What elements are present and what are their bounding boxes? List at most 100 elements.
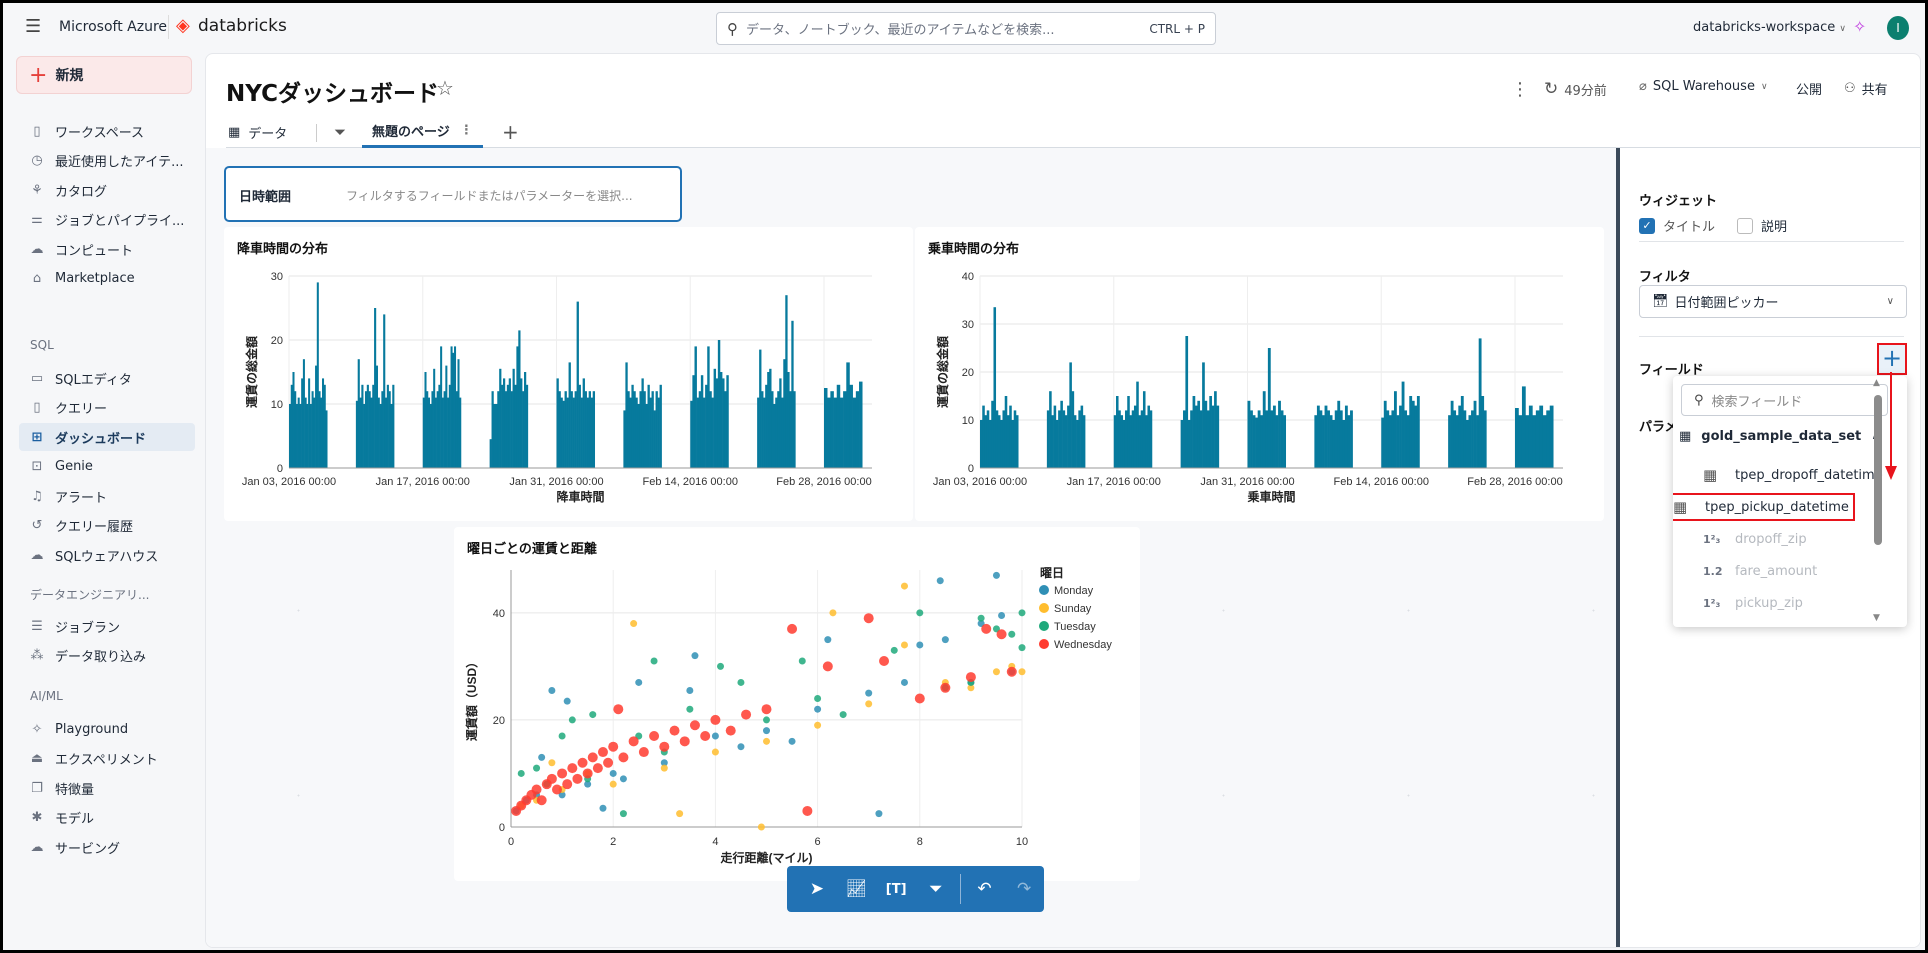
sidebar-item[interactable]: ⏏ エクスペリメント	[19, 745, 195, 773]
sidebar-item[interactable]: ❐ 特徴量	[19, 774, 195, 802]
sidebar-item[interactable]: ✧ Playground	[19, 715, 195, 743]
field-item[interactable]: ▦ tpep_dropoff_datetime	[1703, 461, 1883, 489]
select-cursor-icon[interactable]: ➤	[809, 879, 824, 899]
sidebar-item[interactable]: ▯ ワークスペース	[19, 117, 195, 145]
bar	[1262, 391, 1266, 468]
date-range-filter-widget[interactable]: 日時範囲 フィルタするフィールドまたはパラメーターを選択...	[224, 166, 682, 222]
bar	[1399, 405, 1402, 468]
sidebar-item[interactable]: ☁ コンピュート	[19, 235, 195, 263]
fare-distance-scatter-widget[interactable]: 曜日ごとの運賃と距離 0 20 40 0 2 4 6 8 10 走行距離(マイル) 運賃額（USD）…	[454, 527, 1140, 881]
filter-type-select[interactable]: 📅︎ 日付範囲ピッカー ∨	[1639, 285, 1907, 318]
more-menu-icon[interactable]: ⋮	[1511, 79, 1529, 100]
sidebar-item[interactable]: ⚌ ジョブとパイプライ...	[19, 206, 195, 234]
sidebar-item[interactable]: ☁ SQLウェアハウス	[19, 541, 195, 569]
sidebar-item[interactable]: ⚘ カタログ	[19, 176, 195, 204]
sidebar-item[interactable]: ⌂ Marketplace	[19, 265, 195, 293]
favorite-star-icon[interactable]: ☆	[436, 76, 454, 100]
hamburger-menu-icon[interactable]: ☰	[25, 16, 42, 37]
bar	[572, 397, 575, 468]
bar	[580, 397, 583, 468]
new-button[interactable]: + 新規	[16, 56, 192, 94]
share-button[interactable]: ⚇ 共有	[1844, 79, 1888, 98]
sidebar-item[interactable]: ⁂ データ取り込み	[19, 642, 195, 670]
dataset-group-header[interactable]: ▦gold_sample_data_set∧	[1679, 423, 1879, 449]
publish-button[interactable]: 公開	[1796, 83, 1823, 98]
workspace-switcher[interactable]: databricks-workspace ∨	[1693, 20, 1846, 35]
undo-icon[interactable]: ↶	[977, 879, 992, 899]
avatar[interactable]: I	[1887, 16, 1909, 40]
page-title[interactable]: NYCダッシュボード	[226, 81, 439, 107]
table-icon: ▦	[228, 124, 241, 140]
sidebar-item[interactable]: ☰ ジョブラン	[19, 612, 195, 640]
x-tick-label: 4	[712, 836, 718, 848]
bar	[510, 391, 513, 468]
bar	[709, 391, 712, 468]
field-search-input[interactable]: ⚲ 検索フィールド	[1681, 384, 1888, 416]
scatter-point	[822, 661, 833, 672]
tab-untitled-page[interactable]: 無題のページ ⋮	[362, 116, 483, 148]
add-filter-icon[interactable]: ⏷	[929, 879, 943, 899]
bar	[562, 400, 565, 468]
sidebar-item[interactable]: ⊞ ダッシュボード	[19, 423, 195, 451]
scroll-down-arrow-icon[interactable]: ▼	[1873, 613, 1880, 623]
bar	[982, 405, 985, 468]
scatter-point	[875, 810, 883, 818]
sidebar-item[interactable]: ✱ モデル	[19, 804, 195, 832]
dropoff-distribution-widget[interactable]: 降車時間の分布 0 10 20 30 Jan 03, 2016 00:00 Jan 17,…	[224, 227, 913, 521]
bar	[781, 397, 784, 468]
sidebar-item[interactable]: ◷ 最近使用したアイテ...	[19, 147, 195, 175]
bar	[1055, 420, 1059, 468]
sidebar-item[interactable]: ⊡ Genie	[19, 453, 195, 481]
warehouse-selector[interactable]: ⌀ SQL Warehouse ∨	[1639, 79, 1768, 94]
scrollbar[interactable]: ▲ ▼	[1871, 378, 1885, 626]
bar	[1316, 405, 1320, 468]
bar	[690, 400, 693, 468]
bar	[1202, 362, 1205, 468]
pickup-distribution-widget[interactable]: 乗車時間の分布 0 10 20 30 40 Jan 03, 2016 00:00 Jan 1…	[915, 227, 1604, 521]
global-search-input[interactable]: ⚲ データ、ノートブック、最近のアイテムなどを検索... CTRL + P	[716, 12, 1216, 45]
global-filter-icon[interactable]: ⏷	[334, 123, 347, 141]
tab-data[interactable]: ▦ データ	[228, 116, 287, 148]
redo-icon[interactable]: ↷	[1017, 879, 1032, 899]
sidebar-item[interactable]: ↺ クエリー履歴	[19, 512, 195, 540]
sidebar-item[interactable]: ♫ アラート	[19, 482, 195, 510]
bar	[1185, 336, 1189, 468]
field-item[interactable]: 1²₃ pickup_zip	[1703, 589, 1803, 617]
field-item[interactable]: 1²₃ dropoff_zip	[1703, 525, 1807, 553]
scatter-point	[763, 727, 770, 735]
assistant-sparkle-icon[interactable]: ✧	[1853, 17, 1867, 36]
scroll-up-arrow-icon[interactable]: ▲	[1873, 378, 1880, 388]
sidebar-item[interactable]: ☁ サービング	[19, 833, 195, 861]
page-menu-icon[interactable]: ⋮	[459, 123, 473, 138]
table-icon: ▦	[1679, 428, 1692, 444]
bar	[1064, 415, 1068, 468]
refresh-button[interactable]: ↻ 49分前	[1544, 79, 1607, 99]
sidebar-item[interactable]: ▭ SQLエディタ	[19, 364, 195, 392]
field-item[interactable]: 1.2 fare_amount	[1703, 557, 1817, 585]
filter-field-placeholder[interactable]: フィルタするフィールドまたはパラメーターを選択...	[346, 189, 633, 203]
widget-menu-icon[interactable]: ⋮	[1916, 186, 1920, 207]
description-checkbox[interactable]	[1737, 217, 1754, 234]
bar	[627, 391, 630, 468]
scatter-point	[900, 678, 908, 686]
bar	[361, 384, 364, 468]
databricks-logo[interactable]: databricks	[198, 16, 287, 36]
bar	[647, 384, 650, 468]
add-page-button[interactable]: +	[502, 120, 519, 144]
sidebar-item[interactable]: ▯ クエリー	[19, 394, 195, 422]
add-visualization-icon[interactable]: 📈︎	[845, 879, 868, 899]
bar	[1206, 410, 1210, 468]
dashboard-canvas[interactable]: 日時範囲 フィルタするフィールドまたはパラメーターを選択... 降車時間の分布 …	[206, 148, 1616, 947]
bar	[524, 372, 527, 468]
title-checkbox[interactable]: ✓ タイトル 説明	[1639, 216, 1787, 235]
field-item[interactable]: ▦ tpep_pickup_datetime	[1673, 493, 1855, 521]
bar	[1199, 410, 1203, 468]
bar	[637, 404, 640, 468]
add-field-button[interactable]: +	[1877, 343, 1907, 375]
scatter-point	[676, 810, 684, 818]
add-text-box-icon[interactable]: [T]	[885, 881, 907, 897]
scatter-point	[618, 752, 629, 763]
scrollbar-thumb[interactable]	[1874, 395, 1882, 545]
bar	[843, 391, 847, 468]
bar	[1481, 396, 1485, 468]
